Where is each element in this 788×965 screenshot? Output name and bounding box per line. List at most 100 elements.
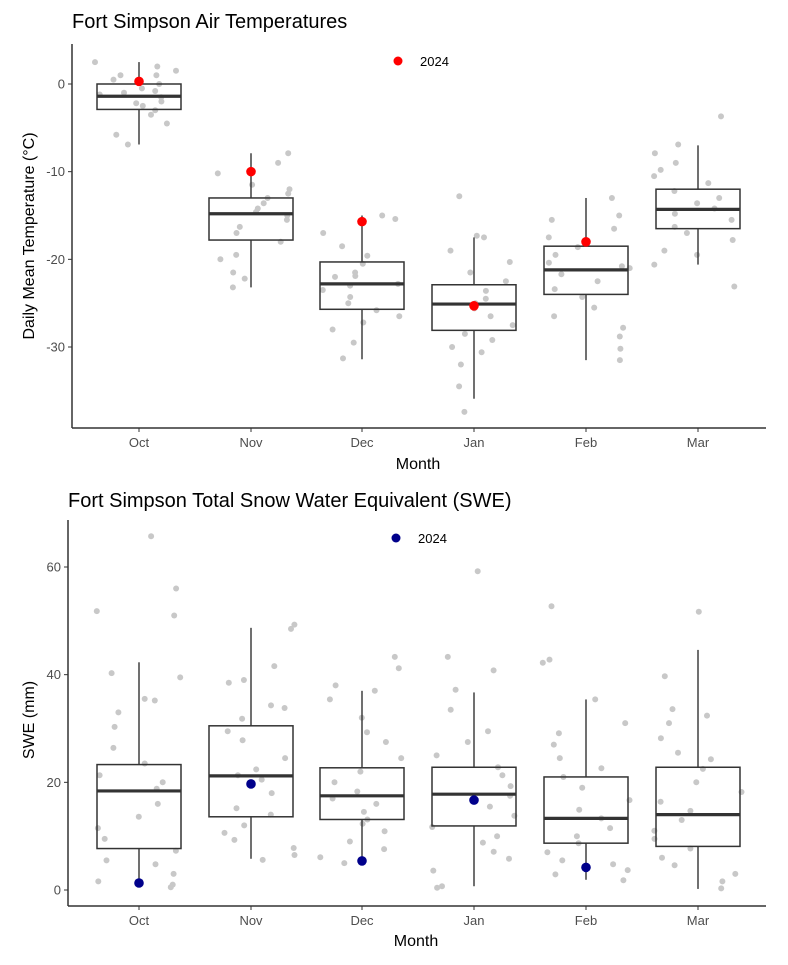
data-point-mar [666,720,672,727]
x-tick-label: Dec [350,913,374,928]
data-point-dec [341,860,348,867]
x-tick-label: Jan [464,435,485,450]
box-oct [96,763,182,850]
data-point-dec [339,243,346,250]
data-point-oct [167,884,174,891]
data-point-oct [101,835,108,842]
data-point-feb [545,234,552,241]
data-point-dec [350,339,357,346]
data-point-mar [694,200,701,207]
x-tick-label: Mar [687,913,710,928]
box-nov [208,725,294,818]
data-point-nov [288,625,294,632]
data-point-jan [447,247,454,254]
data-point-mar [719,878,726,885]
data-point-jan [490,848,497,855]
data-point-jan [509,322,516,329]
x-tick-label: Feb [575,435,597,450]
chart-title: Fort Simpson Total Snow Water Equivalent… [68,490,512,512]
data-point-oct [110,76,117,83]
data-point-nov [239,715,246,722]
data-point-dec [360,319,367,326]
x-axis-title: Month [394,933,438,950]
data-point-dec [317,854,324,861]
data-point-nov [225,679,232,686]
data-point-jan [439,883,445,890]
data-point-dec [345,300,352,307]
data-point-jan [482,287,489,294]
data-point-mar [729,237,736,243]
data-point-mar [694,251,701,258]
data-point-nov [260,200,267,207]
data-point-nov [233,805,240,812]
data-point-jan [467,269,474,276]
data-point-feb [552,251,559,258]
data-point-nov [291,852,298,858]
data-point-nov [283,216,290,223]
data-point-oct [110,744,117,751]
data-point-jan [489,337,496,343]
data-point-nov [240,677,247,683]
point-2024-oct [134,878,144,888]
data-point-oct [154,63,161,70]
data-point-jan [464,739,471,745]
data-point-feb [592,696,599,703]
data-point-mar [661,247,668,254]
x-tick-label: Mar [687,435,710,450]
data-point-nov [221,829,228,836]
data-point-oct [108,670,115,677]
box-jan [431,766,517,827]
point-2024-dec [357,856,367,866]
data-point-feb [559,857,566,864]
data-point-nov [271,663,278,670]
data-point-jan [494,833,501,840]
legend-label-2024: 2024 [418,531,447,546]
data-point-jan [481,234,487,241]
data-point-feb [544,849,551,856]
data-point-feb [607,825,614,832]
data-point-dec [340,355,346,362]
data-point-jan [499,772,506,779]
data-point-oct [124,141,131,148]
data-point-dec [364,252,371,259]
data-point-dec [352,273,359,279]
data-point-feb [579,294,586,300]
data-point-oct [148,111,154,118]
data-point-feb [591,304,598,311]
data-point-jan [461,330,468,337]
data-point-dec [395,665,402,672]
y-tick-label: 0 [54,883,61,898]
legend-marker-2024 [393,56,403,66]
data-point-mar [651,261,658,268]
data-point-feb [552,871,559,878]
data-point-jan [447,706,454,713]
data-point-mar [675,141,682,148]
data-point-oct [141,760,148,767]
x-axis-title: Month [396,456,440,473]
data-point-feb [616,357,623,364]
temperature-chart: Fort Simpson Air Temperatures Month Dail… [21,11,766,473]
data-point-oct [148,533,155,540]
data-point-feb [573,833,580,840]
data-point-feb [555,730,562,737]
data-point-nov [275,159,282,166]
data-point-oct [177,674,184,681]
y-tick-label: 20 [47,775,61,790]
data-point-mar [728,216,735,223]
data-point-nov [259,856,266,863]
data-point-oct [93,608,100,615]
data-point-jan [452,686,459,693]
swe-chart: Fort Simpson Total Snow Water Equivalent… [21,490,766,950]
data-point-feb [598,765,605,772]
data-point-mar [732,870,739,877]
data-point-dec [332,682,339,689]
point-2024-jan [469,795,479,805]
data-point-dec [392,216,399,222]
data-point-feb [616,212,623,219]
data-point-oct [92,59,98,66]
data-point-dec [329,326,336,333]
data-point-dec [331,779,338,786]
data-point-feb [624,867,631,874]
data-point-jan [430,867,437,874]
data-point-jan [482,295,489,302]
